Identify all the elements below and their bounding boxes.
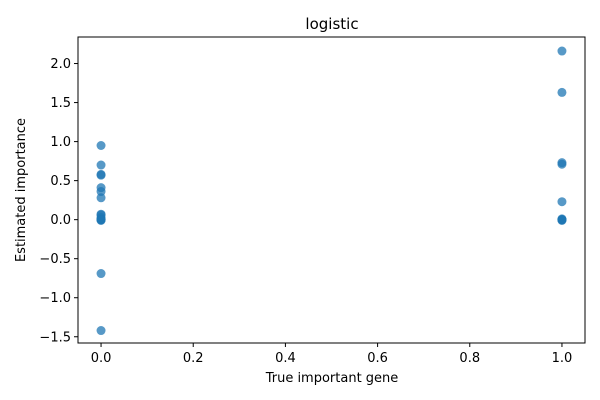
x-axis: 0.0 0.2 0.4 0.6 0.8 1.0 — [91, 343, 573, 366]
x-tick-label: 0.2 — [183, 351, 204, 366]
y-tick-label: 2.0 — [50, 57, 71, 72]
data-point — [557, 87, 567, 97]
plot-frame — [77, 36, 586, 344]
x-tick-label: 0.0 — [91, 351, 112, 366]
y-tick-label: 1.0 — [50, 135, 71, 150]
y-tick-label: 0.5 — [50, 174, 71, 189]
data-point — [96, 193, 106, 203]
data-point — [96, 141, 106, 151]
data-point — [96, 269, 106, 279]
data-point — [557, 46, 567, 56]
y-axis-label: Estimated importance — [14, 118, 29, 262]
data-point — [96, 326, 106, 336]
y-tick-label: 1.5 — [50, 96, 71, 111]
data-point — [557, 215, 567, 225]
y-axis: −1.5 −1.0 −0.5 0.0 0.5 1.0 1.5 2.0 — [39, 57, 78, 345]
chart-title: logistic — [305, 15, 358, 33]
data-point — [557, 197, 567, 207]
data-point — [96, 160, 106, 170]
x-tick-label: 0.8 — [459, 351, 480, 366]
data-points — [96, 46, 567, 336]
y-tick-label: −1.5 — [39, 330, 71, 345]
data-point — [96, 215, 106, 225]
y-tick-label: −1.0 — [39, 291, 71, 306]
y-tick-label: −0.5 — [39, 252, 71, 267]
data-point — [96, 170, 106, 180]
data-point — [557, 159, 567, 169]
x-axis-label: True important gene — [265, 371, 399, 386]
x-tick-label: 0.4 — [275, 351, 296, 366]
y-tick-label: 0.0 — [50, 213, 71, 228]
x-tick-label: 1.0 — [552, 351, 573, 366]
x-tick-label: 0.6 — [367, 351, 388, 366]
data-point — [96, 187, 106, 197]
